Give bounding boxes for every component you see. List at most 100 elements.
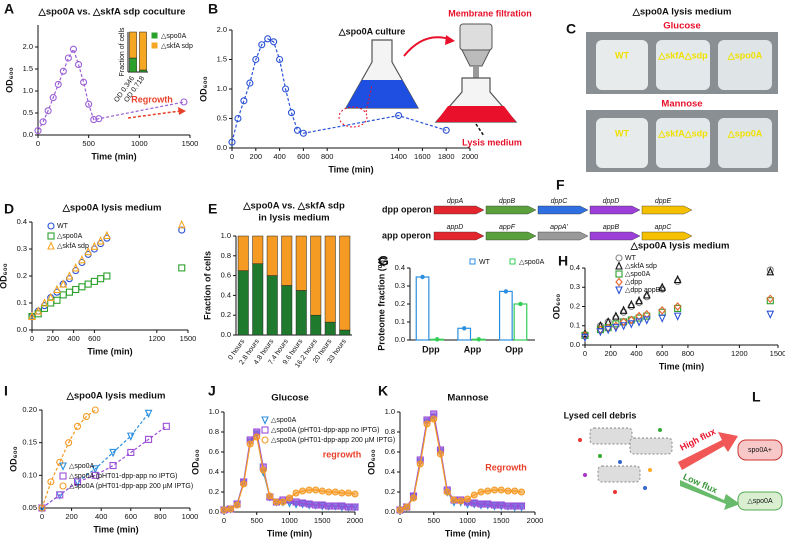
panel-label: A <box>4 1 14 17</box>
x-axis-label: Time (min) <box>659 361 704 371</box>
marker <box>65 439 73 447</box>
bar <box>295 235 307 291</box>
y-tick-label: 0.2 <box>570 301 580 310</box>
y-tick-label: 1.0 <box>217 84 227 93</box>
series-line <box>231 38 447 143</box>
x-tick-label: 2000 <box>462 152 479 161</box>
marker <box>53 296 61 304</box>
y-tick-label: 0.2 <box>385 487 395 496</box>
model-illustration <box>578 427 783 511</box>
y-tick-label: 0.20 <box>22 405 37 414</box>
marker <box>627 299 636 309</box>
legend-label: △spo0A (pHT01-dpp-app no IPTG) <box>271 427 380 434</box>
marker <box>96 236 105 245</box>
y-tick-label: 0.3 <box>17 244 27 253</box>
y-tick-label: 0.0 <box>221 330 231 339</box>
y-axis-label: OD₆₀₀ <box>0 263 8 289</box>
marker <box>477 488 485 496</box>
marker <box>276 55 284 64</box>
arrow <box>127 110 181 119</box>
x-tick-label: 600 <box>125 512 138 521</box>
y-tick-label: 0.2 <box>395 299 405 308</box>
x-tick-label: 1000 <box>131 139 148 148</box>
y-tick-label: 0.15 <box>22 438 37 447</box>
panel-label: I <box>4 383 8 399</box>
x-tick-label: 2000 <box>527 516 544 525</box>
bar <box>281 285 293 336</box>
marker <box>84 280 92 288</box>
marker <box>144 409 153 419</box>
marker <box>178 264 186 272</box>
marker <box>266 492 274 500</box>
legend-swatch <box>151 42 158 49</box>
marker <box>344 503 353 511</box>
panel-label: J <box>208 383 216 399</box>
bar <box>513 303 528 341</box>
marker <box>47 478 55 486</box>
annotation: Lysis medium <box>462 137 522 147</box>
marker <box>674 304 682 312</box>
panel-label: K <box>378 383 388 399</box>
x-axis-label: Time (min) <box>91 151 136 161</box>
gene-label: appB <box>603 224 620 231</box>
marker <box>511 487 519 495</box>
chart-subtitle: in lysis medium <box>258 213 329 224</box>
gene-label: dppB <box>499 198 516 205</box>
marker <box>40 304 49 312</box>
gene-label: dppE <box>655 198 672 205</box>
marker <box>56 458 64 466</box>
marker <box>28 311 36 321</box>
bar <box>252 235 264 264</box>
x-axis-label: Time (min) <box>328 164 373 174</box>
y-tick-label: 0.6 <box>209 447 219 456</box>
legend-label: △spo0A <box>625 271 651 278</box>
tube-label: △spo0A <box>727 128 763 138</box>
marker <box>457 497 465 505</box>
marker <box>91 406 99 414</box>
x-tick-label: 0 <box>36 139 40 148</box>
marker <box>103 272 111 280</box>
bar <box>252 263 264 336</box>
marker <box>65 271 74 280</box>
photo-row-label: Mannose <box>661 99 702 110</box>
x-tick-label: 600 <box>656 349 669 358</box>
y-tick-label: 0.4 <box>221 290 231 299</box>
marker <box>292 498 300 506</box>
annotation: Regrowth <box>131 94 173 104</box>
marker <box>627 320 636 329</box>
x-axis-label: Time (min) <box>93 524 138 534</box>
chart-title: △spo0A vs. △skfA sdp coculture <box>38 7 186 18</box>
chart-title: △spo0A lysis medium <box>62 203 162 214</box>
marker <box>287 109 296 117</box>
y-tick-label: 2.0 <box>217 25 227 34</box>
gene-label: appD <box>447 224 464 231</box>
marker <box>95 115 103 123</box>
legend-label: △dpp <box>625 279 642 286</box>
marker <box>612 324 620 333</box>
marker <box>351 503 359 511</box>
marker <box>90 116 98 124</box>
y-axis-label: OD₆₀₀ <box>198 76 208 102</box>
marker <box>619 322 628 331</box>
y-axis-label: OD₆₀₀ <box>8 446 18 472</box>
marker <box>658 306 666 315</box>
marker <box>325 488 333 496</box>
x-tick-label: 600 <box>88 334 101 343</box>
marker <box>59 291 67 299</box>
annotation: Regrowth <box>485 462 527 472</box>
marker <box>766 266 774 274</box>
marker <box>642 316 651 325</box>
tube-label: WT <box>615 128 629 138</box>
marker <box>497 501 505 509</box>
marker <box>504 487 512 495</box>
marker <box>299 499 307 507</box>
marker <box>91 465 100 474</box>
marker <box>178 226 186 234</box>
legend-label: WT <box>57 223 69 230</box>
legend-marker <box>615 261 623 270</box>
marker <box>658 282 667 291</box>
y-tick-label: 0.0 <box>570 340 580 349</box>
marker <box>97 275 105 283</box>
marker <box>180 98 188 106</box>
y-axis-label: OD₆₀₀ <box>190 449 200 475</box>
